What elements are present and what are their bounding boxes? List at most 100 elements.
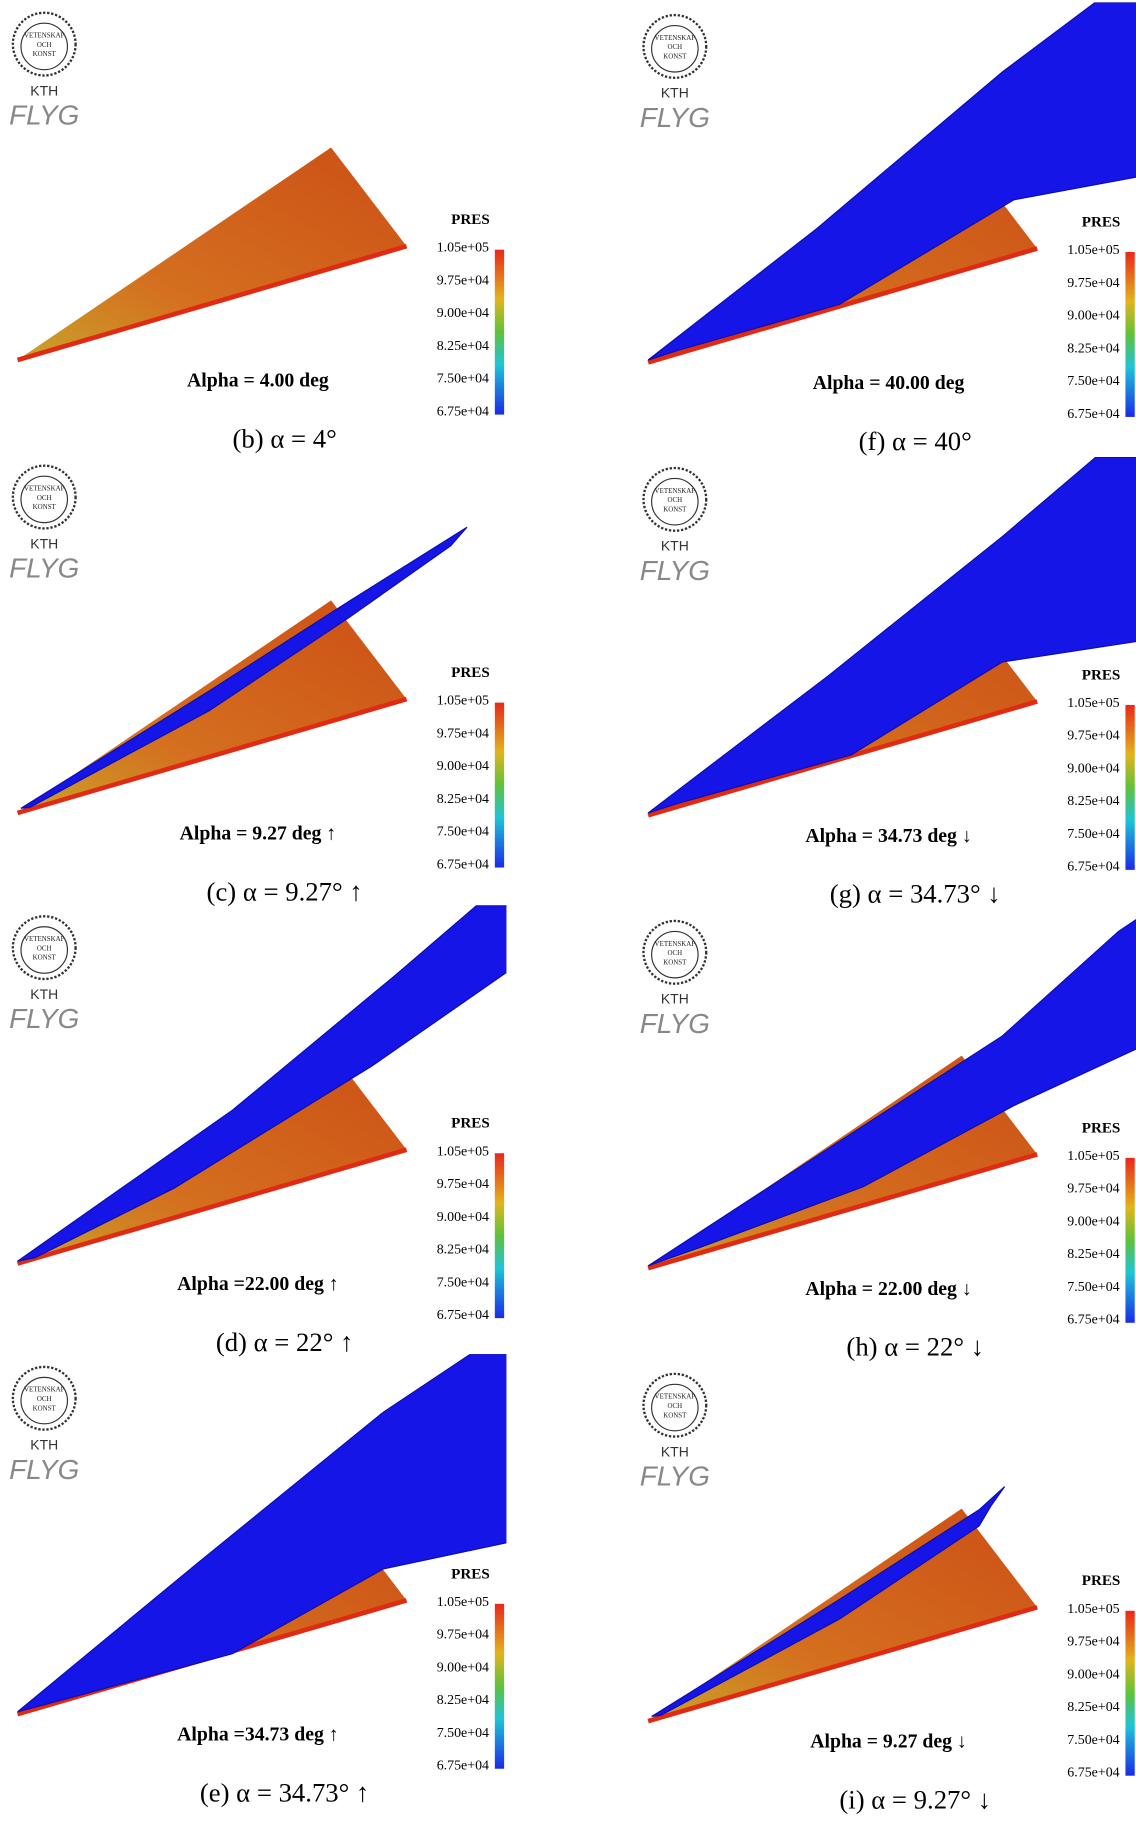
logo-name: KTH	[661, 1444, 689, 1460]
logo-motto: KONST	[663, 1411, 687, 1419]
colorbar	[1125, 1158, 1134, 1323]
caption: (e) α = 34.73° ↑	[200, 1778, 370, 1808]
logo-brand: FLYG	[9, 1003, 79, 1034]
colorbar-label: 1.05e+05	[1067, 1602, 1119, 1617]
logo-motto: KONST	[33, 954, 57, 962]
flow-image	[648, 458, 1136, 816]
annotation: Alpha =34.73 deg ↑	[177, 1724, 338, 1746]
flow-image	[18, 1354, 509, 1714]
colorbar-title: PRES	[451, 1116, 490, 1132]
colorbar	[495, 250, 504, 415]
panel: VETENSKAPOCHKONSTKTHFLYGPRES1.05e+059.75…	[9, 13, 504, 454]
logo-motto: VETENSKAP	[655, 487, 696, 495]
caption: (f) α = 40°	[859, 426, 972, 456]
annotation: Alpha =22.00 deg ↑	[177, 1273, 338, 1295]
logo-motto: KONST	[33, 503, 57, 511]
colorbar-label: 1.05e+05	[437, 241, 489, 256]
logo-motto: VETENSKAP	[24, 485, 65, 493]
colorbar-label: 7.50e+04	[1067, 1733, 1119, 1748]
colorbar-label: 8.25e+04	[1067, 794, 1119, 809]
colorbar-label: 1.05e+05	[437, 694, 489, 709]
panel: VETENSKAPOCHKONSTKTHFLYGPRES1.05e+059.75…	[9, 906, 509, 1357]
panel: VETENSKAPOCHKONSTKTHFLYGPRES1.05e+059.75…	[640, 917, 1136, 1361]
flow-image	[18, 906, 509, 1264]
colorbar-label: 8.25e+04	[437, 339, 489, 354]
logo-name: KTH	[30, 82, 58, 98]
logo-name: KTH	[661, 85, 689, 101]
flow-image	[648, 2, 1136, 362]
colorbar-label: 7.50e+04	[1067, 1280, 1119, 1295]
vortex	[648, 458, 1136, 813]
caption: (g) α = 34.73° ↓	[830, 879, 1001, 909]
logo-motto: KONST	[663, 505, 687, 513]
logo-brand: FLYG	[9, 1454, 79, 1485]
colorbar-label: 6.75e+04	[1067, 407, 1119, 422]
logo-motto: KONST	[33, 50, 57, 58]
colorbar-title: PRES	[1082, 1573, 1121, 1589]
colorbar-label: 6.75e+04	[437, 1308, 489, 1323]
colorbar-label: 7.50e+04	[1067, 374, 1119, 389]
caption: (i) α = 9.27° ↓	[839, 1785, 991, 1815]
colorbar-label: 8.25e+04	[1067, 1247, 1119, 1262]
colorbar	[495, 1604, 504, 1769]
colorbar-label: 1.05e+05	[1067, 243, 1119, 258]
colorbar	[1125, 1611, 1134, 1776]
panel: VETENSKAPOCHKONSTKTHFLYGPRES1.05e+059.75…	[9, 466, 504, 907]
colorbar-label: 9.00e+04	[437, 1660, 489, 1675]
logo-motto: VETENSKAP	[655, 1393, 696, 1401]
colorbar-label: 7.50e+04	[437, 372, 489, 387]
colorbar-label: 9.00e+04	[437, 759, 489, 774]
flow-image	[18, 527, 467, 813]
logo-motto: VETENSKAP	[655, 34, 696, 42]
vortex	[648, 917, 1136, 1265]
logo-motto: OCH	[37, 1395, 52, 1403]
colorbar-label: 6.75e+04	[1067, 1766, 1119, 1781]
colorbar-label: 8.25e+04	[1067, 1700, 1119, 1715]
logo-name: KTH	[30, 986, 58, 1002]
colorbar-label: 7.50e+04	[437, 1275, 489, 1290]
colorbar-label: 9.00e+04	[1067, 309, 1119, 324]
colorbar-label: 1.05e+05	[437, 1144, 489, 1159]
flow-image	[18, 147, 407, 360]
flow-image	[648, 917, 1136, 1268]
vortex	[18, 906, 509, 1261]
colorbar-label: 9.75e+04	[437, 1177, 489, 1192]
colorbar-label: 9.75e+04	[1067, 1635, 1119, 1650]
colorbar-label: 6.75e+04	[437, 1759, 489, 1774]
colorbar-title: PRES	[451, 1566, 490, 1582]
panel: VETENSKAPOCHKONSTKTHFLYGPRES1.05e+059.75…	[640, 1374, 1135, 1815]
flow-image	[648, 1487, 1037, 1722]
vortex	[18, 1354, 509, 1712]
logo-name: KTH	[661, 991, 689, 1007]
colorbar-label: 6.75e+04	[1067, 1313, 1119, 1328]
logo-brand: FLYG	[640, 555, 710, 586]
panel: VETENSKAPOCHKONSTKTHFLYGPRES1.05e+059.75…	[640, 458, 1136, 909]
logo-motto: KONST	[33, 1404, 57, 1412]
logo-motto: OCH	[668, 1402, 683, 1410]
colorbar-title: PRES	[1082, 214, 1121, 230]
logo-motto: OCH	[668, 949, 683, 957]
colorbar-label: 9.75e+04	[437, 273, 489, 288]
logo-motto: KONST	[663, 958, 687, 966]
colorbar-label: 9.00e+04	[1067, 1214, 1119, 1229]
colorbar-label: 1.05e+05	[1067, 696, 1119, 711]
colorbar-label: 9.75e+04	[1067, 276, 1119, 291]
colorbar-label: 8.25e+04	[437, 1243, 489, 1258]
colorbar-title: PRES	[451, 212, 490, 228]
colorbar-label: 8.25e+04	[1067, 341, 1119, 356]
logo-motto: OCH	[37, 41, 52, 49]
colorbar-title: PRES	[1082, 667, 1121, 683]
annotation: Alpha = 4.00 deg	[187, 370, 329, 392]
colorbar-label: 6.75e+04	[437, 404, 489, 419]
colorbar	[495, 1153, 504, 1318]
vortex	[648, 2, 1136, 360]
annotation: Alpha = 9.27 deg ↓	[810, 1731, 967, 1753]
colorbar-label: 7.50e+04	[437, 825, 489, 840]
logo-brand: FLYG	[640, 1008, 710, 1039]
panel: VETENSKAPOCHKONSTKTHFLYGPRES1.05e+059.75…	[9, 1354, 509, 1807]
annotation: Alpha = 34.73 deg ↓	[805, 825, 971, 847]
logo-name: KTH	[661, 538, 689, 554]
annotation: Alpha = 9.27 deg ↑	[180, 823, 337, 845]
colorbar-label: 7.50e+04	[437, 1726, 489, 1741]
colorbar-label: 9.00e+04	[437, 306, 489, 321]
